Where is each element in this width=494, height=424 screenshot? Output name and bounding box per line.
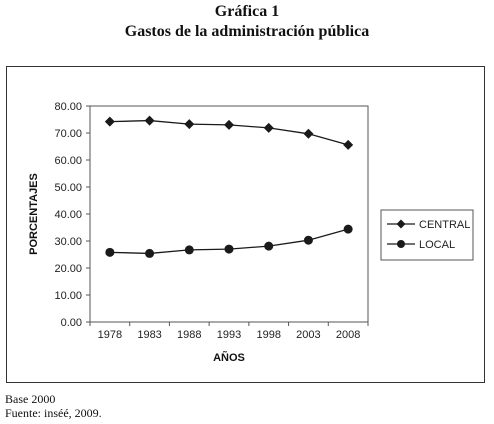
data-point-central — [303, 128, 314, 139]
y-tick-label: 30.00 — [54, 236, 82, 248]
legend — [380, 209, 474, 261]
y-tick-label: 80.00 — [54, 101, 82, 113]
x-tick-label: 1993 — [217, 329, 241, 341]
chart-subtitle: Gastos de la administración pública — [124, 23, 370, 40]
x-axis-title: AÑOS — [213, 351, 245, 364]
y-tick-label: 50.00 — [54, 182, 82, 194]
data-point-central — [144, 115, 155, 126]
x-tick-label: 1983 — [137, 329, 161, 341]
legend-swatch-marker — [397, 240, 405, 248]
chart-title: Gráfica 1 — [214, 3, 280, 20]
y-axis-title: PORCENTAJES — [28, 173, 40, 255]
data-point-local — [145, 248, 155, 258]
data-point-local — [224, 244, 234, 254]
y-tick-label: 20.00 — [54, 263, 82, 275]
data-point-central — [343, 139, 354, 150]
x-tick-label: 2008 — [336, 329, 360, 341]
legend-swatch-marker — [396, 219, 406, 229]
y-tick-label: 70.00 — [54, 128, 82, 140]
data-point-local — [303, 235, 313, 245]
legend-label: LOCAL — [419, 239, 455, 251]
x-tick-label: 1978 — [98, 329, 122, 341]
x-tick-label: 1988 — [177, 329, 201, 341]
y-tick-label: 60.00 — [54, 155, 82, 167]
data-point-local — [264, 241, 274, 251]
data-point-central — [104, 116, 115, 127]
y-tick-label: 10.00 — [54, 290, 82, 302]
data-point-central — [224, 119, 234, 130]
data-point-local — [105, 247, 115, 257]
legend-label: CENTRAL — [419, 219, 470, 231]
data-point-central — [263, 122, 274, 133]
data-point-local — [184, 245, 194, 255]
base-note: Base 2000 — [5, 392, 56, 406]
y-tick-label: 40.00 — [54, 209, 82, 221]
x-tick-label: 2003 — [296, 329, 320, 341]
y-tick-label: 0.00 — [61, 317, 82, 329]
data-point-local — [343, 224, 353, 234]
source-note: Fuente: inséé, 2009. — [5, 406, 102, 420]
data-point-central — [184, 119, 195, 130]
x-tick-label: 1998 — [256, 329, 280, 341]
